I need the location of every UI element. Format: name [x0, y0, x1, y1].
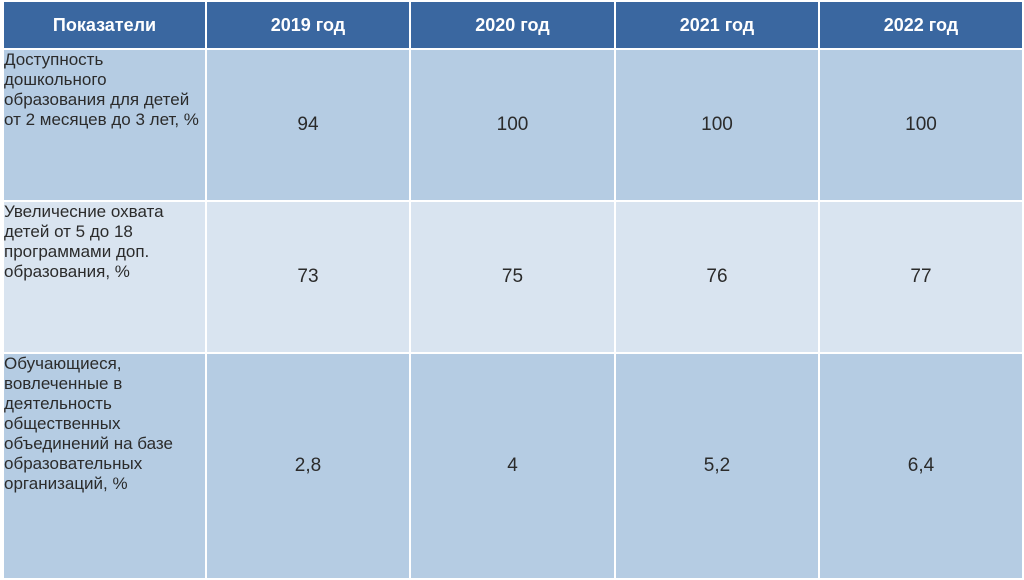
table-row: Обучающиеся, вовлеченные в деятельность …: [2, 352, 1024, 580]
value-cell: 94: [205, 48, 411, 202]
header-year-2020: 2020 год: [409, 0, 616, 50]
value-cell: 100: [818, 48, 1024, 202]
value-cell: 6,4: [818, 352, 1024, 580]
row-label-additional-education-coverage: Увеличесние охвата детей от 5 до 18 прог…: [2, 200, 207, 354]
value-cell: 100: [409, 48, 616, 202]
table-row: Увеличесние охвата детей от 5 до 18 прог…: [2, 200, 1024, 354]
value-cell: 76: [614, 200, 820, 354]
header-indicators: Показатели: [2, 0, 207, 50]
value-cell: 5,2: [614, 352, 820, 580]
value-cell: 75: [409, 200, 616, 354]
value-cell: 4: [409, 352, 616, 580]
row-label-preschool-access: Доступность дошкольного образования для …: [2, 48, 207, 202]
table-header-row: Показатели 2019 год 2020 год 2021 год 20…: [2, 0, 1024, 50]
value-cell: 73: [205, 200, 411, 354]
header-year-2019: 2019 год: [205, 0, 411, 50]
row-label-public-associations: Обучающиеся, вовлеченные в деятельность …: [2, 352, 207, 580]
header-year-2021: 2021 год: [614, 0, 820, 50]
table-row: Доступность дошкольного образования для …: [2, 48, 1024, 202]
value-cell: 2,8: [205, 352, 411, 580]
header-year-2022: 2022 год: [818, 0, 1024, 50]
value-cell: 77: [818, 200, 1024, 354]
value-cell: 100: [614, 48, 820, 202]
